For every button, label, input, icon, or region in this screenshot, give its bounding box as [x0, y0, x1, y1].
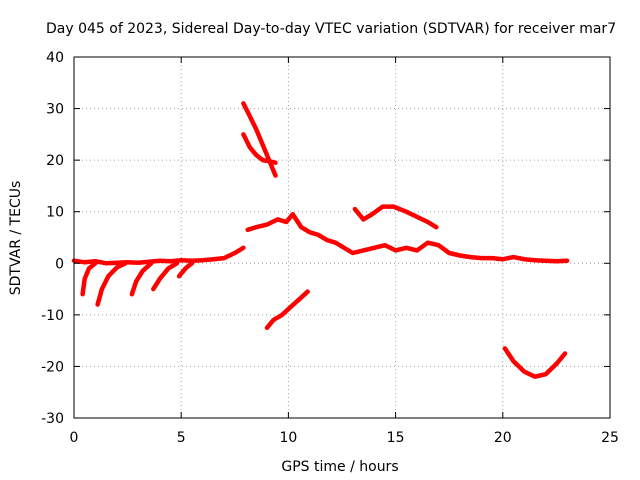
x-tick-label: 10: [279, 430, 297, 446]
series-low-arc: [264, 289, 310, 331]
y-tick-label: -10: [41, 308, 64, 324]
series-arc-3: [129, 261, 154, 297]
grid: [74, 57, 610, 418]
y-tick-label: 20: [46, 153, 64, 169]
x-tick-label: 25: [601, 430, 619, 446]
y-axis-title: SDTVAR / TECUs: [8, 181, 24, 296]
series-arc-5: [176, 261, 195, 279]
plot-frame: [73, 56, 611, 419]
x-tick-label: 0: [70, 430, 79, 446]
series-middle-upper: [352, 204, 439, 230]
x-tick-label: 5: [177, 430, 186, 446]
series-arc-4: [151, 261, 180, 292]
y-tick-label: 40: [46, 50, 64, 66]
series-bottom-arc: [502, 346, 568, 379]
x-axis-title: GPS time / hours: [281, 459, 398, 475]
series-baseline: [71, 245, 246, 266]
series-layer: [71, 101, 570, 379]
ticks: 0 5 10 15 20 25 -30 -20 -10 0 10 20 30 40: [41, 50, 619, 446]
series-arc-1: [80, 261, 98, 297]
x-tick-label: 20: [494, 430, 512, 446]
chart-title: Day 045 of 2023, Sidereal Day-to-day VTE…: [46, 21, 616, 37]
y-tick-label: 0: [55, 256, 64, 272]
y-tick-label: -30: [41, 411, 64, 427]
y-tick-label: 10: [46, 205, 64, 221]
y-tick-label: -20: [41, 359, 64, 375]
x-tick-label: 15: [387, 430, 405, 446]
series-arc-2: [95, 261, 128, 307]
series-middle: [245, 212, 570, 264]
y-tick-label: 30: [46, 102, 64, 118]
series-high-arc-2: [241, 132, 278, 165]
